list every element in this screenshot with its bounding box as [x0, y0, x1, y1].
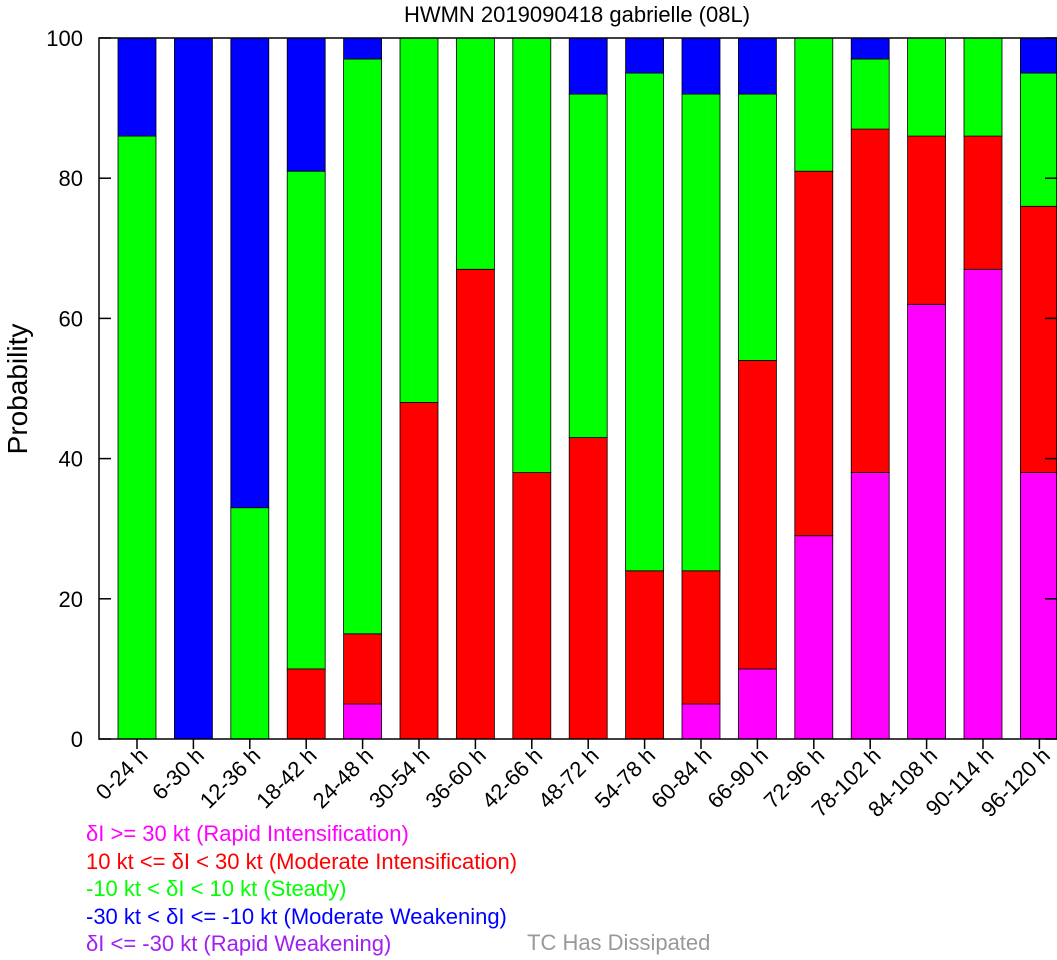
- x-tick-label: 36-60 h: [420, 743, 490, 813]
- legend-entry-rapid-weakening: δI <= -30 kt (Rapid Weakening): [86, 931, 392, 956]
- bar-segment-0-4: [343, 703, 383, 740]
- legend-entry-moderate-weakening: -30 kt < δI <= -10 kt (Moderate Weakenin…: [86, 903, 507, 929]
- bar-segment-1-9: [625, 570, 664, 740]
- bar-segment-3-9: [625, 37, 664, 74]
- bar-segment-1-14: [907, 135, 946, 305]
- bar-segment-3-10: [681, 37, 721, 95]
- x-tick-label: 18-42 h: [251, 743, 321, 813]
- bar-segment-3-16: [1020, 37, 1057, 74]
- bar-segment-1-16: [1020, 205, 1057, 473]
- bar-segment-2-15: [963, 37, 1003, 137]
- bar-segment-2-13: [850, 58, 890, 130]
- bar-segment-0-15: [963, 268, 1003, 740]
- bar-segment-1-5: [399, 402, 439, 740]
- y-tick-label: 60: [59, 306, 83, 331]
- legend-entry-rapid-intensification: δI >= 30 kt (Rapid Intensification): [86, 821, 409, 846]
- bar-segment-1-12: [794, 170, 834, 537]
- x-tick-label: 0-24 h: [91, 743, 153, 805]
- bar-segment-0-12: [794, 535, 834, 740]
- bar-segment-2-2: [230, 507, 270, 740]
- bar-segment-2-16: [1020, 72, 1057, 207]
- y-tick-label: 20: [59, 587, 83, 612]
- bar-segment-2-6: [455, 37, 495, 270]
- bar-segment-1-11: [738, 360, 777, 670]
- legend-entry-moderate-intensification: 10 kt <= δI < 30 kt (Moderate Intensific…: [86, 848, 518, 874]
- bar-segment-0-14: [907, 303, 946, 740]
- bar-segment-1-10: [681, 570, 721, 705]
- x-tick-label: 60-84 h: [646, 743, 716, 813]
- bar-segment-1-13: [850, 128, 890, 474]
- bar-segment-0-10: [681, 703, 721, 740]
- plot-frame: [98, 37, 1057, 740]
- bar-segment-3-4: [343, 37, 383, 60]
- bar-segment-3-1: [173, 37, 213, 740]
- bar-segment-0-11: [738, 668, 777, 740]
- bar-segment-1-8: [568, 437, 608, 740]
- bar-segment-0-16: [1020, 472, 1057, 740]
- bar-segment-3-3: [286, 37, 326, 172]
- bar-segment-1-4: [343, 633, 383, 705]
- y-tick-label: 0: [71, 727, 83, 752]
- bar-segment-1-6: [455, 268, 495, 740]
- legend-entry-steady: -10 kt < δI < 10 kt (Steady): [86, 876, 347, 901]
- bar-segment-2-8: [568, 93, 608, 438]
- bar-segment-2-0: [117, 135, 157, 740]
- bar-segment-2-14: [907, 37, 946, 137]
- bar-segment-2-5: [399, 37, 439, 403]
- legend: δI >= 30 kt (Rapid Intensification) 10 k…: [86, 820, 517, 958]
- tc-dissipated-note: TC Has Dissipated: [527, 930, 711, 955]
- bar-segment-1-7: [512, 472, 552, 740]
- x-tick-label: 30-54 h: [364, 743, 434, 813]
- bar-segment-2-11: [738, 93, 777, 361]
- y-axis-label: Probability: [2, 324, 33, 455]
- bar-segment-2-3: [286, 170, 326, 670]
- bar-segment-2-10: [681, 93, 721, 572]
- bar-segment-1-3: [286, 668, 326, 740]
- x-tick-label: 48-72 h: [533, 743, 603, 813]
- x-tick-label: 12-36 h: [195, 743, 265, 813]
- y-tick-label: 40: [59, 447, 83, 472]
- bar-segment-2-4: [343, 58, 383, 635]
- bar-segment-3-11: [738, 37, 777, 95]
- bar-segment-3-13: [850, 37, 890, 60]
- x-tick-label: 42-66 h: [477, 743, 547, 813]
- bar-segment-0-13: [850, 472, 890, 740]
- bar-segment-2-9: [625, 72, 664, 572]
- bar-segment-3-0: [117, 37, 157, 137]
- y-tick-label: 100: [46, 26, 83, 51]
- bar-segment-1-15: [963, 135, 1003, 270]
- bar-segment-2-7: [512, 37, 552, 474]
- x-tick-label: 54-78 h: [590, 743, 660, 813]
- bar-segment-3-8: [568, 37, 608, 95]
- x-tick-label: 24-48 h: [308, 743, 378, 813]
- x-tick-label: 66-90 h: [702, 743, 772, 813]
- bar-segment-3-2: [230, 37, 270, 509]
- bar-segment-2-12: [794, 37, 834, 172]
- y-tick-label: 80: [59, 166, 83, 191]
- bars-group: [117, 37, 1057, 740]
- chart-title: HWMN 2019090418 gabrielle (08L): [404, 2, 750, 27]
